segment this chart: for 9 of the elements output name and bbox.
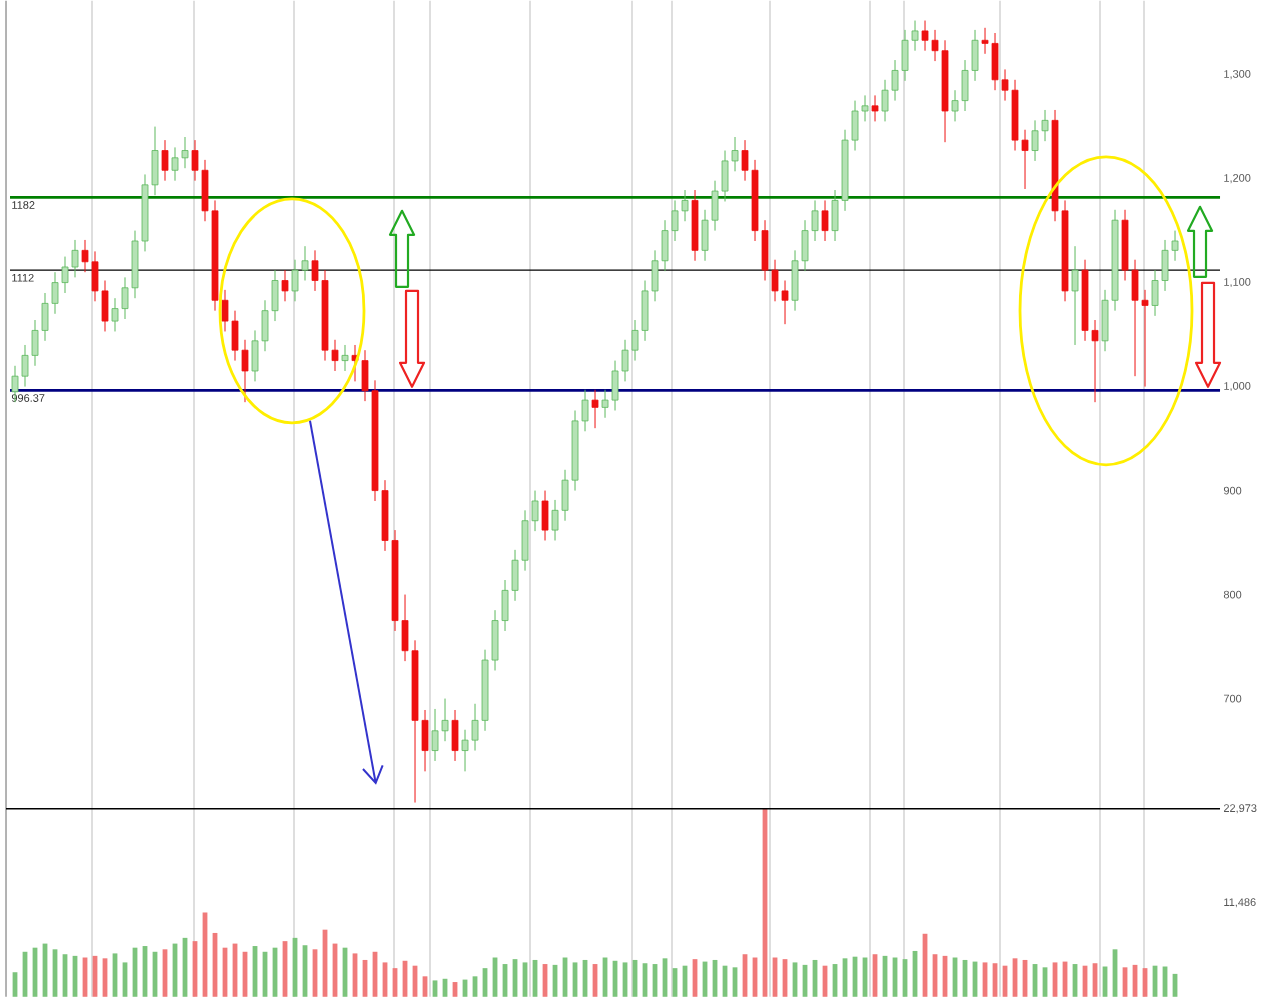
candlestick [541,489,549,541]
candlestick [821,199,829,242]
candlestick [281,269,289,302]
candlestick [871,94,879,122]
candlestick [341,344,349,372]
candlestick [1071,245,1079,346]
candlestick [161,139,169,181]
candlestick [451,709,459,762]
candlestick [591,388,599,429]
